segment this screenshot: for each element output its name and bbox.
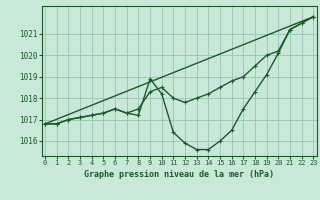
X-axis label: Graphe pression niveau de la mer (hPa): Graphe pression niveau de la mer (hPa) bbox=[84, 170, 274, 179]
